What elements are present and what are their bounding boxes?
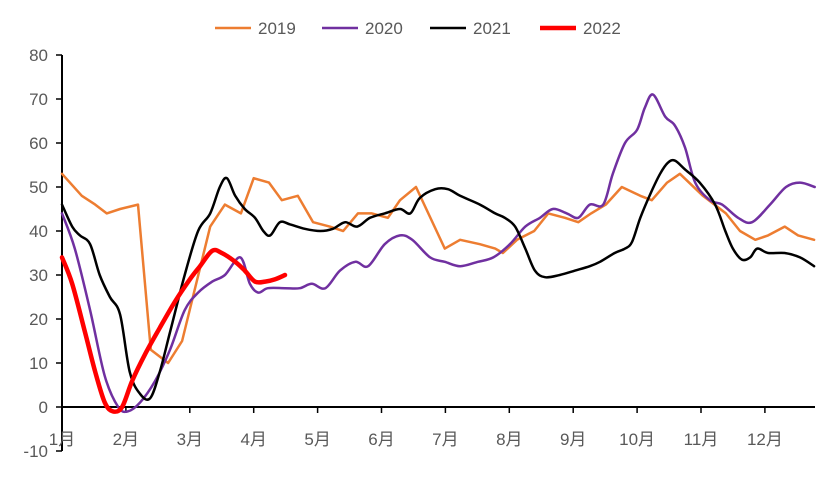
legend-label-2022: 2022: [583, 19, 621, 38]
x-tick-label: 12月: [747, 430, 783, 449]
x-tick-label: 7月: [432, 430, 458, 449]
legend-label-2019: 2019: [258, 19, 296, 38]
x-tick-label: 8月: [496, 430, 522, 449]
y-tick-label: -10: [23, 442, 48, 461]
series-line-2021: [60, 158, 816, 401]
y-tick-label: 70: [29, 90, 48, 109]
y-tick-label: 80: [29, 46, 48, 65]
y-tick-label: 20: [29, 310, 48, 329]
x-tick-label: 10月: [619, 430, 655, 449]
y-tick-label: 30: [29, 266, 48, 285]
axes: -10 0 10 20 30 40 50 60 70 80 1月 2月 3月 4月 5月 6月 7月 8月 9月 10…: [23, 46, 815, 461]
x-tick-label: 3月: [177, 430, 203, 449]
legend-label-2020: 2020: [365, 19, 403, 38]
y-tick-label: 50: [29, 178, 48, 197]
x-tick-label: 1月: [49, 430, 75, 449]
y-tick-label: 60: [29, 134, 48, 153]
legend: 2019 2020 2021 2022: [215, 19, 621, 38]
y-tick-label: 0: [39, 398, 48, 417]
series-line-2022: [59, 247, 288, 414]
series-line-2019: [60, 172, 816, 365]
x-tick-label: 2月: [113, 430, 139, 449]
x-tick-label: 4月: [240, 430, 266, 449]
x-tick-label: 11月: [684, 430, 719, 449]
legend-label-2021: 2021: [473, 19, 511, 38]
x-tick-label: 5月: [304, 430, 330, 449]
series-lines: [59, 93, 816, 414]
series-line-2020: [60, 93, 816, 414]
x-tick-label: 9月: [560, 430, 586, 449]
x-tick-label: 6月: [368, 430, 394, 449]
y-tick-label: 10: [29, 354, 48, 373]
y-tick-label: 40: [29, 222, 48, 241]
